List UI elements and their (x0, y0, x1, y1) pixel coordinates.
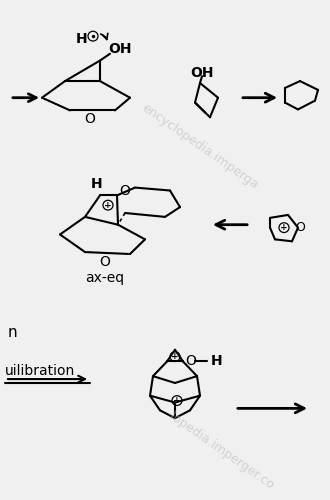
Text: +: + (280, 223, 288, 232)
Text: H: H (91, 176, 103, 190)
Text: O: O (295, 221, 305, 234)
Text: ax-eq: ax-eq (85, 272, 124, 285)
Text: +: + (171, 352, 179, 361)
Text: H: H (211, 354, 223, 368)
Text: -lopedia.imperger.co: -lopedia.imperger.co (163, 407, 277, 492)
Text: +: + (104, 200, 112, 209)
Text: encyclopedia.imperga: encyclopedia.imperga (139, 102, 261, 192)
Text: OH: OH (108, 42, 131, 56)
Text: O: O (100, 255, 111, 269)
Text: H: H (76, 32, 88, 46)
Text: O: O (84, 112, 95, 126)
Text: uilibration: uilibration (5, 364, 75, 378)
Text: n: n (8, 324, 17, 340)
Text: O: O (185, 354, 196, 368)
Text: OH: OH (190, 66, 214, 80)
Text: +: + (173, 396, 181, 405)
Text: O: O (119, 184, 130, 198)
